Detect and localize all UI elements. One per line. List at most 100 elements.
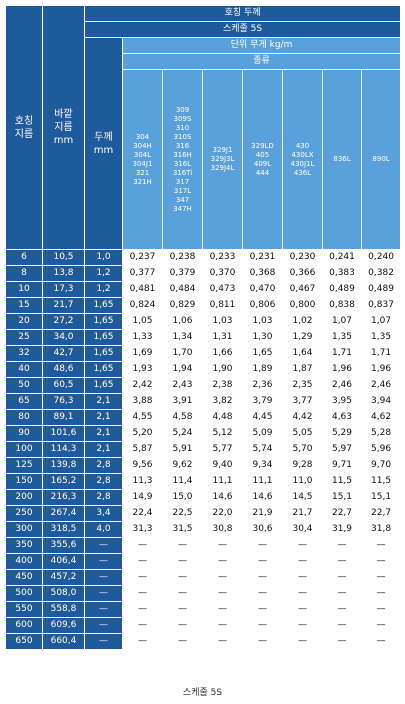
- cell-weight: 4,42: [282, 409, 323, 426]
- cell-weight: —: [162, 601, 203, 618]
- cell-weight: —: [242, 617, 283, 634]
- cell-weight: 11,1: [202, 473, 243, 490]
- cell-outer-dia: 139,8: [42, 457, 85, 474]
- cell-nominal-dia: 400: [5, 553, 43, 570]
- cell-weight: —: [360, 601, 402, 618]
- cell-weight: 22,7: [360, 505, 402, 522]
- cell-nominal-dia: 25: [5, 329, 43, 346]
- cell-weight: 14,6: [202, 489, 243, 506]
- cell-nominal-dia: 20: [5, 313, 43, 330]
- cell-weight: 1,35: [322, 329, 362, 346]
- table-row: 200 216,3 2,8 14,9 15,0 14,6 14,6 14,5 15,1 15,1: [5, 489, 402, 506]
- table-row: 32 42,7 1,65 1,69 1,70 1,66 1,65 1,64 1,71 1,71: [5, 345, 402, 362]
- cell-weight: 1,96: [360, 361, 402, 378]
- cell-thickness: 2,1: [84, 425, 123, 442]
- cell-outer-dia: 27,2: [42, 313, 85, 330]
- cell-thickness: 1,2: [84, 281, 123, 298]
- cell-weight: —: [242, 585, 283, 602]
- cell-weight: —: [202, 617, 243, 634]
- cell-weight: —: [122, 617, 163, 634]
- cell-outer-dia: 13,8: [42, 265, 85, 282]
- spec-table-container: 호칭 지름 바깥 지름 mm 호칭 두께 스케줄 5S 두께 mm 단위 무게 kg/m…: [5, 5, 402, 650]
- cell-weight: 0,481: [122, 281, 163, 298]
- table-row: 600 609,6— — — — — — — —: [5, 617, 402, 634]
- cell-nominal-dia: 40: [5, 361, 43, 378]
- cell-nominal-dia: 65: [5, 393, 43, 410]
- cell-nominal-dia: 600: [5, 617, 43, 634]
- cell-outer-dia: 10,5: [42, 249, 85, 266]
- cell-weight: —: [242, 633, 283, 650]
- cell-weight: 5,29: [322, 425, 362, 442]
- cell-weight: 4,55: [122, 409, 163, 426]
- cell-weight: 31,3: [122, 521, 163, 538]
- cell-thickness: 2,1: [84, 409, 123, 426]
- cell-outer-dia: 165,2: [42, 473, 85, 490]
- cell-weight: 1,64: [282, 345, 323, 362]
- material-col-5: 430 430LX 430J1L 436L: [282, 69, 323, 250]
- table-row: 100 114,3 2,1 5,87 5,91 5,77 5,74 5,70 5,97 5,96: [5, 441, 402, 458]
- cell-weight: 9,71: [322, 457, 362, 474]
- cell-weight: 0,241: [322, 249, 362, 266]
- header-nominal-thickness: 호칭 두께: [83, 5, 402, 22]
- cell-weight: —: [202, 601, 243, 618]
- table-row: 6 10,5 1,0 0,237 0,238 0,233 0,231 0,230 0,241 0,…: [5, 249, 402, 266]
- cell-weight: —: [322, 617, 362, 634]
- table-row: 450 457,2— — — — — — — —: [5, 569, 402, 586]
- cell-weight: 9,40: [202, 457, 243, 474]
- cell-nominal-dia: 250: [5, 505, 43, 522]
- cell-thickness: 1,2: [84, 265, 123, 282]
- cell-thickness: 2,1: [84, 393, 123, 410]
- header-unit-weight: 단위 무게 kg/m: [121, 37, 402, 54]
- cell-nominal-dia: 150: [5, 473, 43, 490]
- cell-weight: 2,35: [282, 377, 323, 394]
- cell-weight: 0,811: [202, 297, 243, 314]
- cell-weight: —: [122, 569, 163, 586]
- cell-weight: 1,02: [282, 313, 323, 330]
- cell-weight: 1,07: [360, 313, 402, 330]
- cell-weight: 5,05: [282, 425, 323, 442]
- cell-weight: 0,484: [162, 281, 203, 298]
- cell-weight: 14,5: [282, 489, 323, 506]
- table-caption: 스케줄 5S: [182, 688, 223, 698]
- cell-weight: 4,58: [162, 409, 203, 426]
- cell-weight: 30,4: [282, 521, 323, 538]
- cell-weight: 3,77: [282, 393, 323, 410]
- table-row: 550 558,8— — — — — — — —: [5, 601, 402, 618]
- cell-weight: 11,0: [282, 473, 323, 490]
- table-row: 300 318,5 4,0 31,3 31,5 30,8 30,6 30,4 31,9 31,8: [5, 521, 402, 538]
- cell-weight: 14,6: [242, 489, 283, 506]
- cell-weight: 5,96: [360, 441, 402, 458]
- header-thickness: 두께 mm: [84, 37, 123, 250]
- cell-weight: 22,4: [122, 505, 163, 522]
- cell-weight: 9,70: [360, 457, 402, 474]
- table-row: 250 267,4 3,4 22,4 22,5 22,0 21,9 21,7 22,7 22,7: [5, 505, 402, 522]
- cell-weight: —: [360, 617, 402, 634]
- material-col-4: 329LD 405 409L 444: [242, 69, 283, 250]
- cell-weight: —: [162, 537, 203, 554]
- cell-outer-dia: 42,7: [42, 345, 85, 362]
- cell-weight: 3,91: [162, 393, 203, 410]
- cell-weight: 1,94: [162, 361, 203, 378]
- cell-weight: 2,43: [162, 377, 203, 394]
- cell-weight: —: [162, 633, 203, 650]
- cell-weight: 0,838: [322, 297, 362, 314]
- cell-weight: 0,467: [282, 281, 323, 298]
- cell-thickness: —: [84, 569, 123, 586]
- table-row: 90 101,6 2,1 5,20 5,24 5,12 5,09 5,05 5,29 5,28: [5, 425, 402, 442]
- cell-outer-dia: 406,4: [42, 553, 85, 570]
- cell-outer-dia: 76,3: [42, 393, 85, 410]
- table-row: 80 89,1 2,1 4,55 4,58 4,48 4,45 4,42 4,63 4,62: [5, 409, 402, 426]
- cell-thickness: —: [84, 537, 123, 554]
- cell-weight: —: [322, 633, 362, 650]
- cell-outer-dia: 355,6: [42, 537, 85, 554]
- cell-weight: —: [122, 553, 163, 570]
- cell-weight: 9,34: [242, 457, 283, 474]
- cell-weight: 1,65: [242, 345, 283, 362]
- cell-outer-dia: 21,7: [42, 297, 85, 314]
- cell-weight: —: [282, 537, 323, 554]
- cell-weight: 1,90: [202, 361, 243, 378]
- cell-weight: 0,230: [282, 249, 323, 266]
- cell-weight: —: [242, 553, 283, 570]
- cell-nominal-dia: 650: [5, 633, 43, 650]
- cell-thickness: 1,65: [84, 297, 123, 314]
